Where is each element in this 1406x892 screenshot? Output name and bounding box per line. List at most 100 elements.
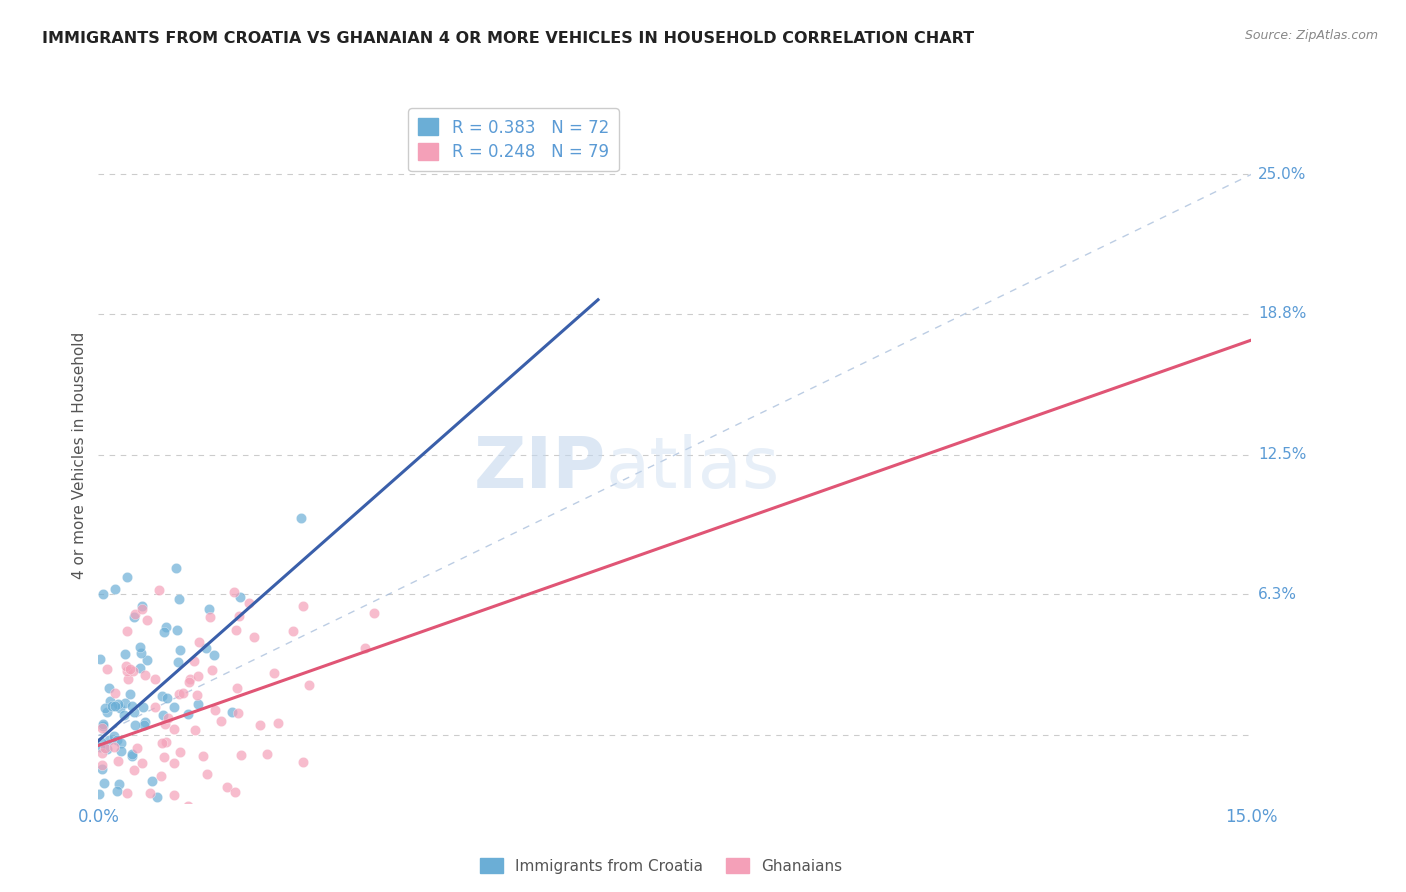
Text: ZIP: ZIP xyxy=(474,434,606,503)
Point xyxy=(148,583,170,598)
Point xyxy=(167,591,190,606)
Point xyxy=(91,717,114,731)
Point xyxy=(107,698,129,712)
Point xyxy=(93,776,115,790)
Point xyxy=(104,698,127,713)
Point xyxy=(110,744,132,758)
Point xyxy=(131,599,153,613)
Point xyxy=(94,741,117,756)
Point xyxy=(179,874,201,888)
Point xyxy=(281,624,304,639)
Point xyxy=(162,722,184,736)
Point xyxy=(177,798,200,813)
Point xyxy=(121,747,143,761)
Point xyxy=(122,763,145,777)
Point xyxy=(124,705,146,719)
Point xyxy=(183,654,205,668)
Point xyxy=(187,698,209,712)
Point xyxy=(128,661,150,675)
Point xyxy=(121,698,143,713)
Point xyxy=(114,696,136,710)
Point xyxy=(89,652,111,666)
Point xyxy=(91,587,114,601)
Point xyxy=(194,640,217,655)
Point xyxy=(90,721,112,735)
Point xyxy=(141,774,163,789)
Point xyxy=(98,694,121,708)
Point xyxy=(104,823,127,838)
Point xyxy=(153,716,176,731)
Point xyxy=(222,585,245,599)
Point xyxy=(226,681,249,695)
Point xyxy=(163,700,186,714)
Point xyxy=(131,602,153,616)
Point xyxy=(152,880,174,892)
Point xyxy=(143,672,166,686)
Legend: R = 0.383   N = 72, R = 0.248   N = 79: R = 0.383 N = 72, R = 0.248 N = 79 xyxy=(408,109,619,171)
Point xyxy=(228,609,250,624)
Point xyxy=(155,620,177,634)
Point xyxy=(127,740,149,755)
Point xyxy=(166,655,188,669)
Point xyxy=(103,740,125,755)
Point xyxy=(117,624,139,639)
Point xyxy=(193,749,215,764)
Text: 25.0%: 25.0% xyxy=(1258,167,1306,182)
Point xyxy=(96,742,118,756)
Point xyxy=(110,736,132,750)
Point xyxy=(124,718,146,732)
Point xyxy=(197,601,219,615)
Point xyxy=(112,845,135,859)
Point xyxy=(97,681,120,696)
Text: 18.8%: 18.8% xyxy=(1258,306,1306,321)
Point xyxy=(292,599,315,613)
Point xyxy=(179,674,201,689)
Point xyxy=(169,642,191,657)
Point xyxy=(167,687,190,701)
Point xyxy=(120,687,142,701)
Point xyxy=(135,653,157,667)
Text: Source: ZipAtlas.com: Source: ZipAtlas.com xyxy=(1244,29,1378,42)
Point xyxy=(238,596,260,610)
Point xyxy=(354,641,377,656)
Point xyxy=(122,609,145,624)
Point xyxy=(115,664,138,678)
Point xyxy=(256,747,278,761)
Point xyxy=(243,630,266,644)
Point xyxy=(105,732,128,747)
Point xyxy=(115,786,138,800)
Point xyxy=(115,569,138,583)
Point xyxy=(89,807,111,822)
Point xyxy=(166,624,188,638)
Point xyxy=(117,672,139,686)
Point xyxy=(114,805,136,820)
Point xyxy=(292,755,315,769)
Point xyxy=(201,663,224,677)
Point xyxy=(145,805,167,820)
Point xyxy=(124,607,146,621)
Point xyxy=(162,756,184,771)
Point xyxy=(115,659,138,673)
Point xyxy=(94,701,117,715)
Point xyxy=(105,825,128,839)
Text: atlas: atlas xyxy=(606,434,780,503)
Point xyxy=(172,686,194,700)
Point xyxy=(225,623,247,637)
Point xyxy=(204,703,226,717)
Point xyxy=(156,690,179,705)
Legend: Immigrants from Croatia, Ghanaians: Immigrants from Croatia, Ghanaians xyxy=(474,852,848,880)
Point xyxy=(195,766,218,780)
Point xyxy=(129,640,152,655)
Text: 6.3%: 6.3% xyxy=(1258,587,1298,601)
Point xyxy=(229,747,252,762)
Point xyxy=(186,688,208,702)
Point xyxy=(97,733,120,747)
Point xyxy=(298,677,321,691)
Point xyxy=(221,706,243,720)
Point xyxy=(202,648,225,662)
Point xyxy=(215,780,238,794)
Point xyxy=(139,803,162,817)
Point xyxy=(152,707,174,722)
Point xyxy=(96,662,118,676)
Point xyxy=(120,662,142,676)
